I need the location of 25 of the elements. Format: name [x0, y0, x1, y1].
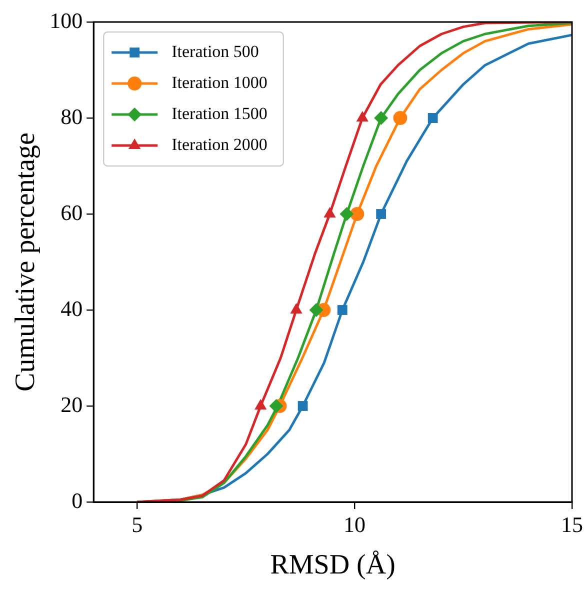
y-tick-label: 20	[60, 392, 83, 417]
point	[350, 207, 364, 221]
point	[269, 399, 284, 413]
point	[393, 111, 408, 125]
point	[376, 209, 386, 219]
y-tick-label: 40	[60, 296, 83, 321]
x-tick-label: 5	[132, 512, 143, 537]
x-axis-title: RMSD (Å)	[270, 550, 396, 581]
y-tick-label: 60	[60, 200, 83, 225]
x-tick-label: 15	[561, 512, 583, 537]
point	[374, 111, 388, 125]
point	[337, 305, 348, 315]
legend-label: Iteration 1000	[172, 72, 268, 92]
y-tick-label: 0	[72, 488, 83, 513]
y-tick-label: 80	[60, 104, 83, 129]
legend-label: Iteration 500	[172, 42, 259, 61]
legend-label: Iteration 2000	[172, 134, 268, 154]
y-tick-label: 100	[50, 8, 83, 33]
point	[298, 401, 308, 411]
point	[340, 207, 354, 221]
x-tick-label: 10	[344, 512, 366, 537]
point	[428, 113, 438, 123]
y-axis-title: Cumulative percentage	[10, 132, 42, 392]
point	[309, 303, 324, 317]
legend-label: Iteration 1500	[172, 104, 268, 123]
